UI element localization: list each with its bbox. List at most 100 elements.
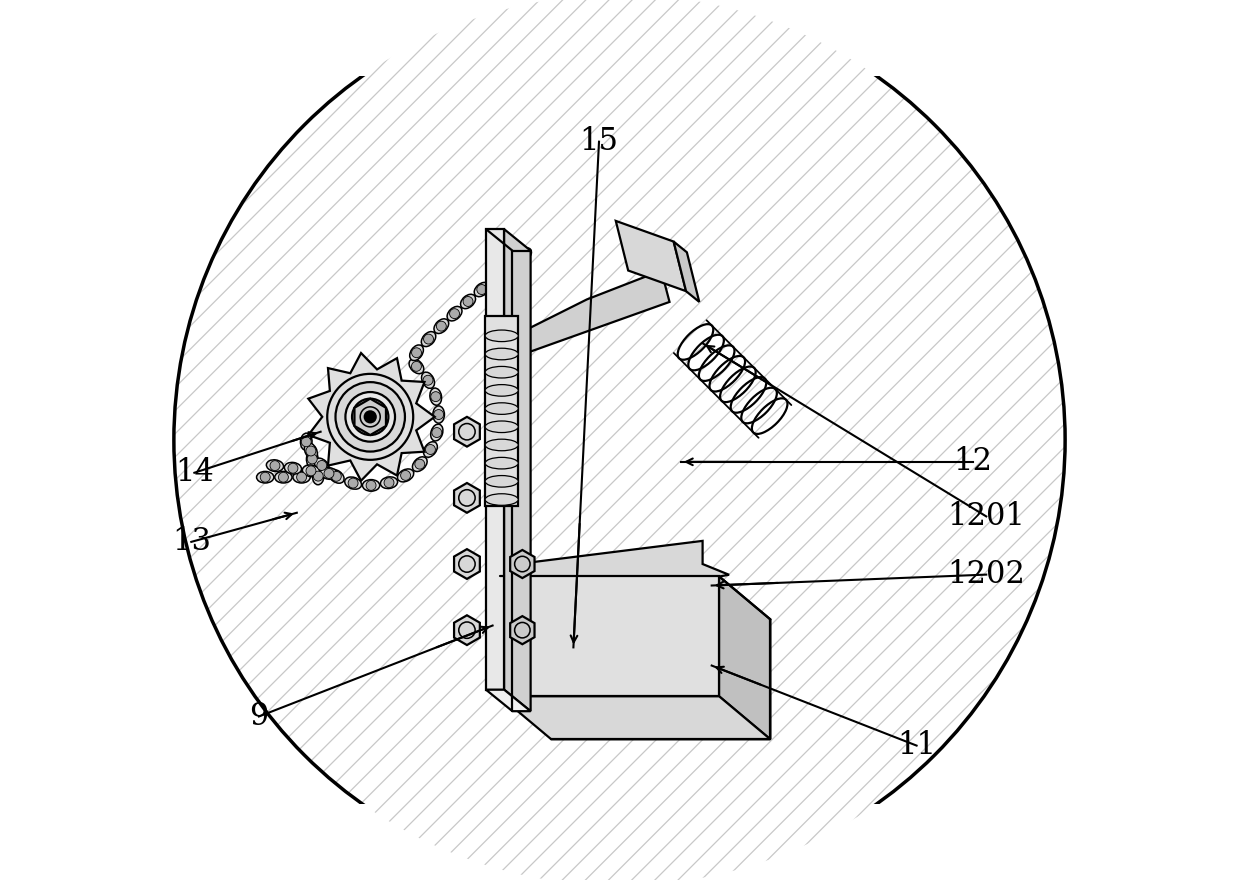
Ellipse shape <box>432 406 445 423</box>
Text: 15: 15 <box>580 126 618 158</box>
Circle shape <box>313 471 323 481</box>
Circle shape <box>477 284 487 295</box>
Ellipse shape <box>275 472 292 483</box>
Text: 11: 11 <box>897 730 937 761</box>
Circle shape <box>173 0 1066 880</box>
Ellipse shape <box>486 439 518 451</box>
Circle shape <box>424 334 434 344</box>
Ellipse shape <box>266 459 284 472</box>
Polygon shape <box>453 417 479 447</box>
Circle shape <box>317 460 327 471</box>
Circle shape <box>306 446 316 456</box>
Circle shape <box>296 473 306 482</box>
Ellipse shape <box>413 457 427 472</box>
Ellipse shape <box>431 424 442 441</box>
Ellipse shape <box>312 467 325 485</box>
Circle shape <box>422 375 432 385</box>
Text: 1201: 1201 <box>948 501 1025 532</box>
Polygon shape <box>501 576 719 696</box>
Polygon shape <box>504 541 729 611</box>
Polygon shape <box>309 353 435 480</box>
Circle shape <box>301 436 311 447</box>
Ellipse shape <box>363 480 379 491</box>
Circle shape <box>260 473 270 482</box>
Polygon shape <box>510 616 534 644</box>
Ellipse shape <box>328 469 344 483</box>
Circle shape <box>270 460 280 471</box>
Polygon shape <box>510 550 534 578</box>
Ellipse shape <box>486 403 518 414</box>
Ellipse shape <box>486 475 518 488</box>
Circle shape <box>504 261 514 271</box>
Ellipse shape <box>305 443 317 459</box>
Ellipse shape <box>486 458 518 469</box>
Ellipse shape <box>315 458 330 473</box>
Ellipse shape <box>300 433 312 451</box>
Circle shape <box>307 454 317 464</box>
Ellipse shape <box>380 477 398 488</box>
Circle shape <box>434 409 444 420</box>
Polygon shape <box>486 229 504 690</box>
Ellipse shape <box>302 465 320 477</box>
Ellipse shape <box>321 467 337 480</box>
Circle shape <box>432 428 442 437</box>
Ellipse shape <box>488 271 503 285</box>
Ellipse shape <box>486 421 518 433</box>
Ellipse shape <box>434 319 449 334</box>
Ellipse shape <box>256 472 274 483</box>
Ellipse shape <box>486 385 518 396</box>
Ellipse shape <box>475 282 489 297</box>
Ellipse shape <box>285 462 301 474</box>
Ellipse shape <box>409 359 424 374</box>
Circle shape <box>331 472 341 481</box>
Circle shape <box>384 478 394 488</box>
Circle shape <box>450 309 460 319</box>
Ellipse shape <box>421 372 435 388</box>
Ellipse shape <box>306 451 318 467</box>
Circle shape <box>287 463 297 473</box>
Ellipse shape <box>430 388 441 405</box>
Ellipse shape <box>486 366 518 378</box>
Circle shape <box>400 471 410 480</box>
Circle shape <box>463 297 473 306</box>
Circle shape <box>491 273 501 282</box>
Circle shape <box>519 250 529 260</box>
Circle shape <box>325 468 335 479</box>
Circle shape <box>366 480 377 490</box>
Ellipse shape <box>486 494 518 505</box>
Text: 12: 12 <box>954 446 992 477</box>
Ellipse shape <box>292 472 310 483</box>
Ellipse shape <box>344 477 362 489</box>
Text: 1202: 1202 <box>948 559 1025 590</box>
Circle shape <box>363 410 377 423</box>
Polygon shape <box>719 576 771 739</box>
Ellipse shape <box>502 259 518 274</box>
Polygon shape <box>453 483 479 513</box>
Polygon shape <box>616 221 686 291</box>
Text: 14: 14 <box>175 458 214 488</box>
Polygon shape <box>486 690 530 711</box>
Circle shape <box>415 459 425 469</box>
Polygon shape <box>504 270 669 351</box>
Ellipse shape <box>410 345 424 361</box>
Text: 9: 9 <box>249 701 269 732</box>
Polygon shape <box>453 549 479 579</box>
Text: 13: 13 <box>172 526 211 557</box>
Ellipse shape <box>486 348 518 360</box>
Circle shape <box>431 392 441 401</box>
Ellipse shape <box>398 469 414 482</box>
Ellipse shape <box>447 306 462 321</box>
Circle shape <box>346 392 395 442</box>
Circle shape <box>306 466 316 476</box>
Ellipse shape <box>421 332 436 347</box>
Circle shape <box>425 444 435 454</box>
Polygon shape <box>354 399 387 435</box>
Circle shape <box>336 382 405 451</box>
Ellipse shape <box>461 294 476 309</box>
Ellipse shape <box>424 442 437 458</box>
Circle shape <box>352 399 388 435</box>
Circle shape <box>411 348 421 357</box>
Circle shape <box>411 362 421 371</box>
Circle shape <box>279 473 289 482</box>
Polygon shape <box>486 316 518 506</box>
